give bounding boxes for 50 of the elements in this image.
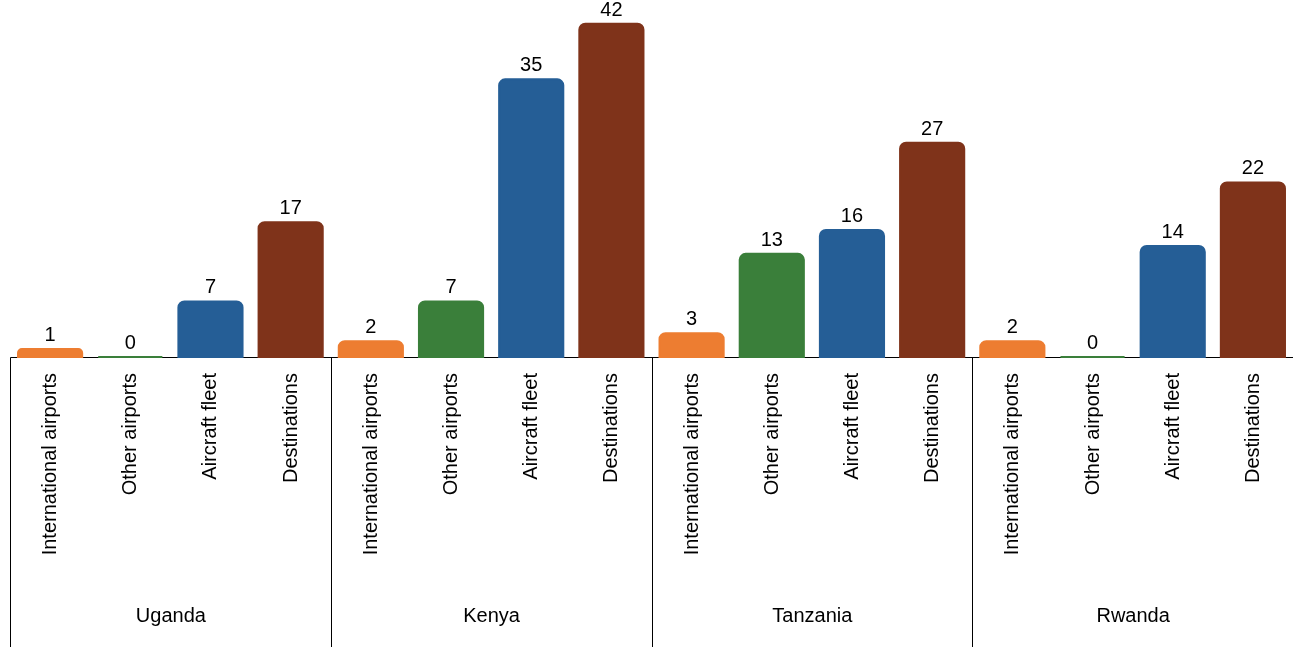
text: Aircraft fleet [839, 373, 862, 480]
text: Other airports [759, 373, 782, 496]
bar [17, 348, 84, 358]
data-label: 7 [445, 275, 457, 298]
data-label: 27 [921, 116, 944, 139]
text: International airports [358, 373, 381, 556]
data-label: 16 [840, 204, 864, 227]
text: Destinations [599, 373, 622, 484]
text: Aircraft fleet [198, 372, 221, 480]
bar [1219, 181, 1286, 358]
text: Other airports [439, 373, 462, 496]
text: Aircraft fleet [519, 373, 542, 480]
bar [177, 300, 244, 358]
data-label: 17 [279, 196, 302, 219]
bar [658, 332, 725, 358]
data-label: 35 [520, 53, 543, 76]
text: International airports [1000, 373, 1023, 556]
bar [818, 229, 886, 358]
data-label: 3 [686, 307, 698, 330]
text: Other airports [118, 373, 141, 496]
data-label: 42 [600, 0, 623, 20]
text: Other airports [1080, 373, 1103, 496]
text: Destinations [920, 373, 943, 484]
bar [498, 78, 565, 358]
x-tick-label: Tanzania [772, 603, 854, 626]
text: Destinations [278, 373, 301, 484]
data-label: 13 [760, 227, 783, 250]
text: International airports [679, 373, 702, 556]
text: International airports [38, 373, 61, 556]
data-label: 0 [1086, 331, 1099, 353]
bar [1139, 244, 1206, 358]
x-tick-label: Rwanda [1096, 603, 1171, 626]
data-label: 14 [1161, 219, 1184, 242]
bar [417, 300, 485, 358]
bar [738, 252, 805, 358]
data-label: 2 [1006, 315, 1018, 338]
data-label: 2 [365, 315, 377, 338]
bar [899, 141, 966, 358]
text: Aircraft fleet [1160, 373, 1183, 480]
x-tick-label: Kenya [463, 603, 521, 626]
x-tick-label: Uganda [135, 603, 207, 626]
data-label: 22 [1241, 156, 1265, 179]
bar [979, 340, 1046, 358]
bar [257, 221, 324, 358]
data-label: 7 [204, 275, 217, 298]
data-label: 0 [124, 331, 136, 353]
bar [578, 22, 645, 358]
text: Destinations [1240, 373, 1263, 484]
bar [337, 340, 404, 358]
data-label: 1 [44, 323, 56, 346]
